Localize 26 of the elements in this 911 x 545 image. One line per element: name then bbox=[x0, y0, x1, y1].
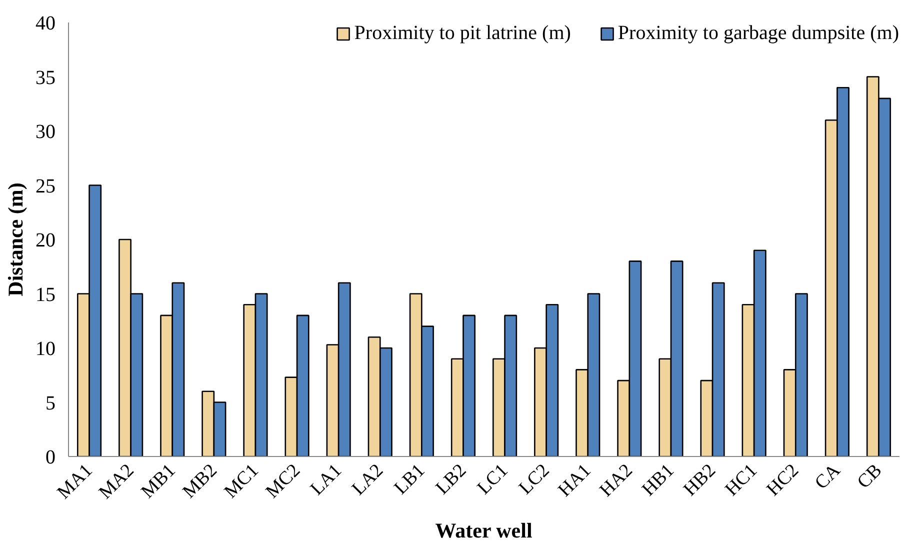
x-tick-label: LB1 bbox=[390, 460, 430, 499]
y-tick-label: 5 bbox=[46, 392, 56, 414]
x-tick-label: HC1 bbox=[721, 460, 762, 500]
y-tick-label: 30 bbox=[36, 121, 56, 143]
legend-label: Proximity to garbage dumpsite (m) bbox=[618, 22, 899, 45]
y-tick-label: 40 bbox=[36, 12, 56, 34]
x-tick-label: LA2 bbox=[348, 460, 388, 500]
x-tick-label: HB1 bbox=[638, 460, 678, 500]
x-tick-label: HA1 bbox=[554, 460, 596, 502]
x-tick-label: CB bbox=[853, 460, 886, 493]
x-tick-label: HC2 bbox=[762, 460, 804, 500]
legend-label: Proximity to pit latrine (m) bbox=[354, 22, 571, 45]
x-tick-label: CA bbox=[811, 460, 845, 494]
y-tick-label: 15 bbox=[36, 284, 56, 306]
x-tick-label: HB2 bbox=[680, 460, 720, 500]
x-tick-label: LA1 bbox=[306, 460, 346, 500]
x-tick-label: LB2 bbox=[432, 460, 471, 499]
y-tick-label: 10 bbox=[36, 338, 56, 360]
x-tick-label: LC1 bbox=[473, 460, 512, 499]
y-tick-label: 20 bbox=[36, 230, 56, 252]
x-axis-title: Water well bbox=[435, 518, 532, 543]
x-tick-label: LC2 bbox=[515, 460, 554, 499]
y-axis-title: Distance (m) bbox=[4, 182, 28, 296]
y-tick-label: 35 bbox=[36, 66, 56, 89]
y-tick-label: 25 bbox=[36, 175, 56, 198]
y-tick-label: 0 bbox=[46, 446, 56, 468]
